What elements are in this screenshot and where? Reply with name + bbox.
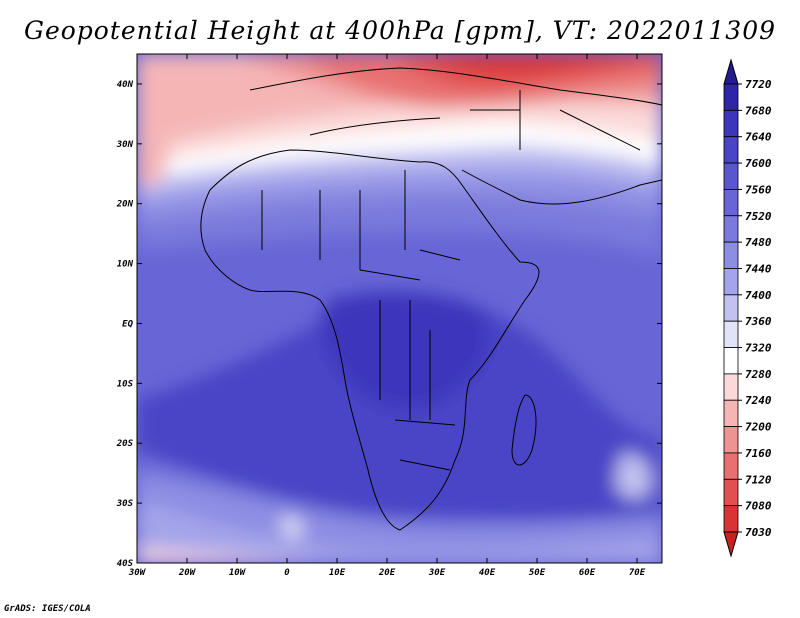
credit-label: GrADS: IGES/COLA [4, 604, 91, 614]
colorbar-swatch [723, 399, 739, 427]
colorbar-top-arrow [723, 58, 739, 85]
colorbar-label: 7440 [745, 262, 772, 275]
lat-tick-label: 20N [116, 200, 134, 210]
map-title: Geopotential Height at 400hPa [gpm], VT:… [23, 16, 777, 45]
lat-tick-label: 40N [117, 80, 134, 90]
colorbar-label: 7160 [745, 447, 772, 460]
lon-tick-label: 30W [128, 568, 147, 578]
lat-tick-label: 10S [117, 379, 134, 389]
colorbar-swatch [723, 83, 739, 111]
colorbar-label: 7720 [745, 78, 772, 91]
colorbar-swatch [723, 136, 739, 164]
colorbar-swatch [723, 452, 739, 480]
colorbar-swatch [723, 347, 739, 375]
colorbar-label: 7360 [745, 315, 772, 328]
colorbar-label: 7400 [745, 289, 772, 302]
lon-tick-label: 20E [378, 568, 396, 578]
map-frame [136, 53, 663, 564]
colorbar-label: 7640 [745, 131, 772, 144]
lon-tick-label: 70E [629, 568, 646, 578]
colorbar-label: 7600 [745, 157, 772, 170]
height-field [137, 54, 662, 563]
axis-ticks: 30W 20W 10W 0 10E 20E 30E 40E 50E 60E 70E 40N 30N 20N… [116, 54, 662, 578]
colorbar-swatch [723, 109, 739, 138]
colorbar-swatch [723, 505, 739, 533]
lon-tick-label: 10W [229, 568, 247, 578]
colorbar-label: 7320 [745, 342, 772, 355]
lon-tick-label: 20W [178, 568, 197, 578]
colorbar-label: 7280 [745, 368, 772, 381]
lat-tick-label: EQ [122, 319, 133, 329]
lon-tick-label: 40E [479, 568, 496, 578]
colorbar-swatch [723, 268, 739, 296]
colorbar-label: 7560 [745, 183, 772, 196]
coastlines [200, 67, 662, 531]
colorbar-swatch [723, 426, 739, 454]
colorbar-swatch [723, 478, 739, 507]
lat-tick-label: 10N [117, 260, 134, 270]
colorbar-swatch [723, 320, 739, 348]
colorbar-swatch [723, 294, 739, 322]
colorbar-label: 7200 [745, 421, 772, 434]
lat-tick-label: 20S [116, 439, 134, 449]
colorbar-label: 7520 [745, 210, 772, 223]
colorbar-label: 7680 [745, 104, 772, 117]
lat-tick-label: 40S [117, 559, 134, 569]
colorbar-label: 7240 [745, 394, 772, 407]
lon-tick-label: 0 [284, 568, 290, 578]
colorbar-swatch [723, 373, 739, 401]
colorbar-label: 7480 [745, 236, 772, 249]
lat-tick-label: 30N [116, 140, 134, 150]
colorbar: 7720 7680 7640 7600 7560 7520 7480 7440 7400 7360… [723, 58, 772, 558]
lat-tick-label: 30S [116, 499, 134, 509]
colorbar-label: 7120 [745, 473, 772, 486]
colorbar-label: 7030 [745, 526, 772, 539]
colorbar-swatch [723, 162, 739, 190]
lon-tick-label: 50E [529, 568, 546, 578]
lon-tick-label: 60E [579, 568, 596, 578]
colorbar-swatch [723, 215, 739, 243]
colorbar-swatch [723, 189, 739, 217]
lon-tick-label: 10E [329, 568, 346, 578]
colorbar-swatch [723, 241, 739, 269]
colorbar-bottom-arrow [723, 531, 739, 558]
lon-tick-label: 30E [428, 568, 446, 578]
colorbar-label: 7080 [745, 500, 772, 513]
